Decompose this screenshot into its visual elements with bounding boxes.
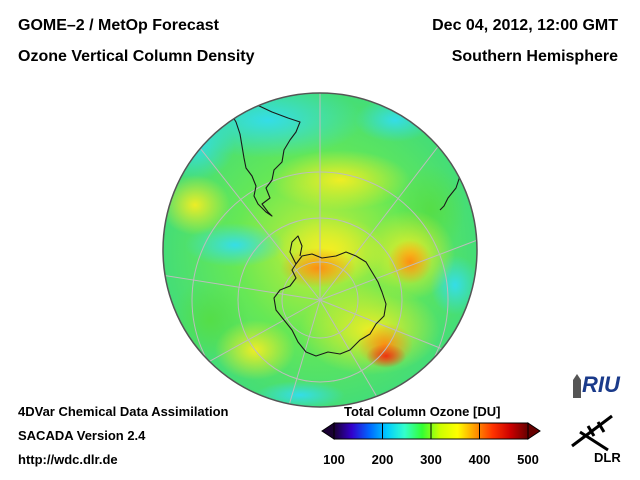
datetime-label: Dec 04, 2012, 12:00 GMT	[432, 17, 618, 34]
product-title: GOME–2 / MetOp Forecast	[18, 17, 219, 34]
colorbar-high-arrow	[527, 422, 541, 440]
quantity-title: Ozone Vertical Column Density	[18, 48, 255, 65]
dlr-logo: DLR	[562, 412, 632, 472]
colorbar-tick-label: 200	[371, 452, 394, 467]
version-label: SACADA Version 2.4	[18, 428, 146, 443]
antarctic-peninsula	[289, 235, 303, 265]
colorbar-tick-label: 500	[517, 452, 539, 467]
colorbar-low-arrow	[321, 422, 335, 440]
region-label: Southern Hemisphere	[451, 48, 618, 65]
url-label: http://wdc.dlr.de	[18, 452, 118, 467]
riu-logo-text: RIU	[582, 372, 620, 397]
globe-rim	[162, 92, 478, 408]
colorbar-tick-label: 300	[420, 452, 442, 467]
method-label: 4DVar Chemical Data Assimilation	[18, 404, 229, 419]
riu-logo: RIU	[570, 372, 630, 402]
colorbar-tick-label: 100	[323, 452, 345, 467]
dlr-logo-text: DLR	[594, 450, 621, 465]
riu-tower-icon	[573, 374, 581, 398]
antarctica-coast	[273, 251, 387, 357]
colorbar-tick-label: 400	[468, 452, 491, 467]
dlr-emblem-icon	[571, 414, 613, 452]
colorbar-title: Total Column Ozone [DU]	[344, 404, 501, 419]
south-america-coast	[227, 97, 301, 217]
